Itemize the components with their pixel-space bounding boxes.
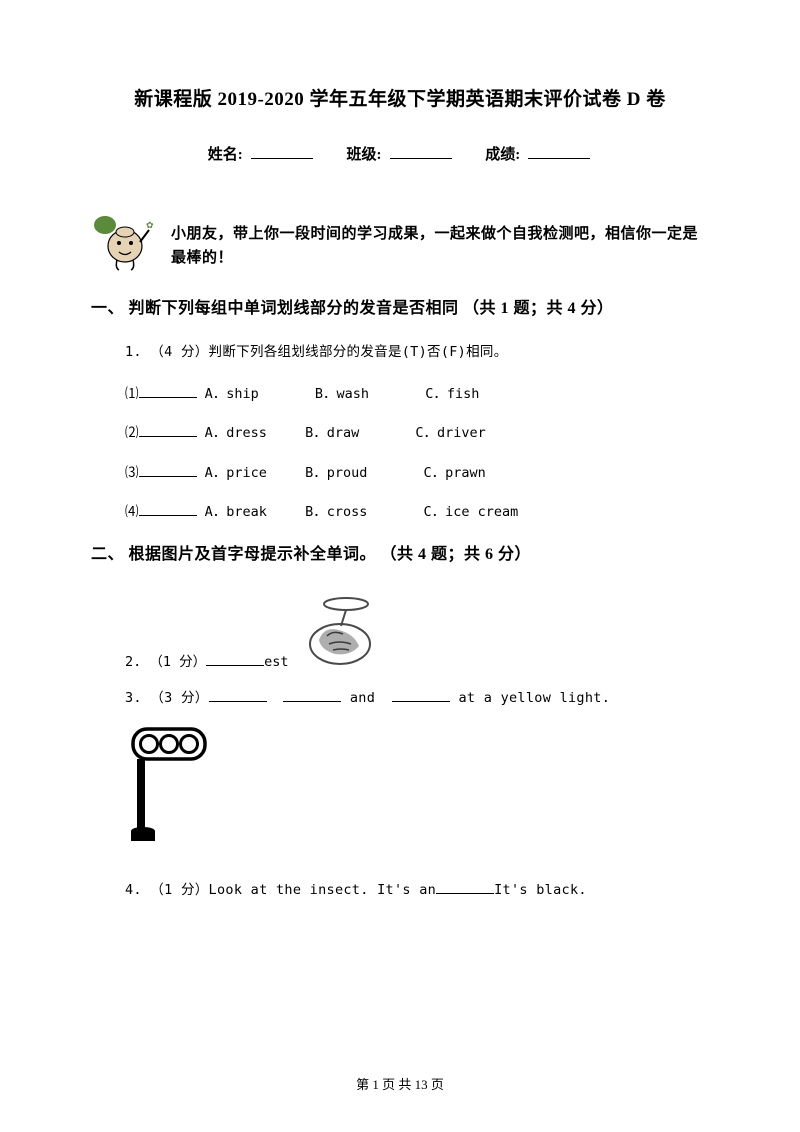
answer-blank[interactable] bbox=[436, 882, 494, 894]
page-footer: 第 1 页 共 13 页 bbox=[0, 1075, 800, 1096]
answer-blank[interactable] bbox=[139, 425, 197, 437]
q4-row: 4. （1 分）Look at the insect. It's an It's … bbox=[125, 880, 705, 902]
encouragement-text: 小朋友，带上你一段时间的学习成果，一起来做个自我检测吧，相信你一定是最棒的！ bbox=[171, 222, 705, 274]
q3-mid: and bbox=[350, 690, 375, 706]
answer-blank[interactable] bbox=[139, 465, 197, 477]
row-num: ⑴ bbox=[125, 386, 139, 402]
q1-row4: ⑷ A．break B．cross C．ice cream bbox=[125, 502, 705, 524]
traffic-light-image bbox=[125, 723, 705, 853]
opt-b: B．proud bbox=[305, 465, 367, 481]
name-label: 姓名: bbox=[208, 147, 243, 163]
q2-prefix: 2. （1 分） bbox=[125, 654, 206, 670]
dish-picture-icon bbox=[299, 592, 381, 674]
section2-heading: 二、 根据图片及首字母提示补全单词。 （共 4 题；共 6 分） bbox=[91, 542, 705, 568]
q3-row: 3. （3 分） and at a yellow light. bbox=[125, 688, 705, 710]
opt-b: B．cross bbox=[305, 504, 367, 520]
traffic-light-icon bbox=[125, 723, 217, 845]
opt-c: C．fish bbox=[425, 386, 479, 402]
svg-text:✿: ✿ bbox=[146, 220, 154, 230]
score-blank[interactable] bbox=[528, 145, 590, 159]
opt-a: A．ship bbox=[205, 386, 259, 402]
q2-suffix: est bbox=[264, 654, 288, 670]
answer-blank[interactable] bbox=[139, 504, 197, 516]
student-info-line: 姓名: 班级: 成绩: bbox=[95, 143, 705, 167]
opt-c: C．prawn bbox=[423, 465, 485, 481]
q1-row3: ⑶ A．price B．proud C．prawn bbox=[125, 463, 705, 485]
encouragement-row: ✿ 小朋友，带上你一段时间的学习成果，一起来做个自我检测吧，相信你一定是最棒的！ bbox=[89, 212, 705, 274]
opt-c: C．ice cream bbox=[423, 504, 518, 520]
class-blank[interactable] bbox=[390, 145, 452, 159]
score-label: 成绩: bbox=[485, 147, 520, 163]
opt-b: B．wash bbox=[315, 386, 369, 402]
opt-a: A．dress bbox=[205, 425, 267, 441]
answer-blank[interactable] bbox=[209, 690, 267, 702]
answer-blank[interactable] bbox=[392, 690, 450, 702]
page-title: 新课程版 2019-2020 学年五年级下学期英语期末评价试卷 D 卷 bbox=[95, 85, 705, 115]
q4-tail: It's black. bbox=[494, 882, 587, 898]
row-num: ⑵ bbox=[125, 425, 139, 441]
opt-c: C．driver bbox=[415, 425, 485, 441]
q1-row1: ⑴ A．ship B．wash C．fish bbox=[125, 384, 705, 406]
q4-prefix: 4. （1 分）Look at the insect. It's an bbox=[125, 882, 436, 898]
q1-prompt: 1. （4 分）判断下列各组划线部分的发音是(T)否(F)相同。 bbox=[125, 342, 705, 364]
section1-heading: 一、 判断下列每组中单词划线部分的发音是否相同 （共 1 题；共 4 分） bbox=[91, 296, 705, 322]
q2-row: 2. （1 分） est bbox=[125, 592, 705, 674]
q1-row2: ⑵ A．dress B．draw C．driver bbox=[125, 423, 705, 445]
answer-blank[interactable] bbox=[206, 654, 264, 666]
opt-a: A．break bbox=[205, 504, 267, 520]
row-num: ⑶ bbox=[125, 465, 139, 481]
answer-blank[interactable] bbox=[139, 386, 197, 398]
q3-tail: at a yellow light. bbox=[458, 690, 610, 706]
name-blank[interactable] bbox=[251, 145, 313, 159]
class-label: 班级: bbox=[347, 147, 382, 163]
q3-prefix: 3. （3 分） bbox=[125, 690, 209, 706]
opt-a: A．price bbox=[205, 465, 267, 481]
row-num: ⑷ bbox=[125, 504, 139, 520]
opt-b: B．draw bbox=[305, 425, 359, 441]
answer-blank[interactable] bbox=[283, 690, 341, 702]
mascot-icon: ✿ bbox=[89, 212, 159, 274]
